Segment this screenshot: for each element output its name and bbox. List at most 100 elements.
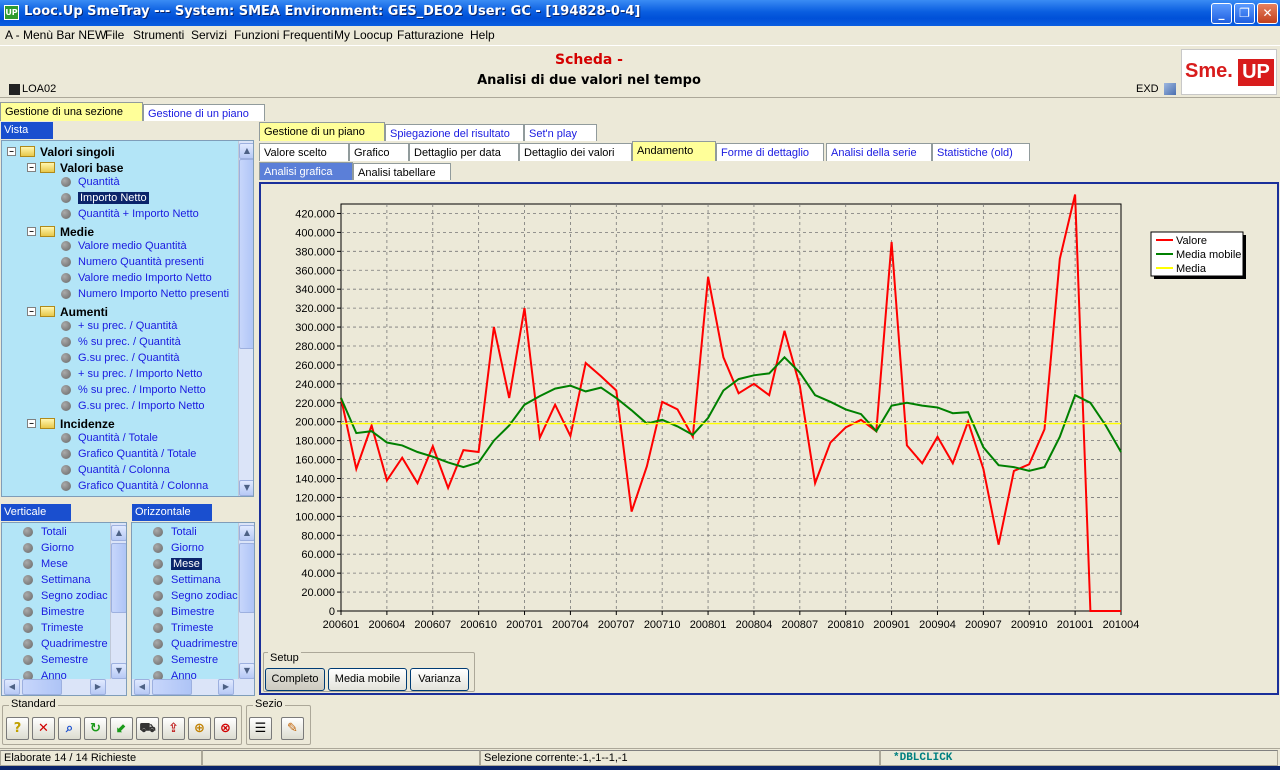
orizzontale-vscrollbar[interactable]: ▲ ▼: [238, 523, 254, 681]
verticale-vscrollbar[interactable]: ▲ ▼: [110, 523, 126, 681]
tab-valore-scelto[interactable]: Valore scelto: [259, 143, 349, 161]
search-icon[interactable]: ⌕: [58, 717, 81, 740]
list-item[interactable]: Totali: [153, 526, 197, 542]
tree-item[interactable]: Valore medio Importo Netto: [61, 272, 212, 288]
cart-icon[interactable]: ⛟: [136, 717, 159, 740]
collapse-icon[interactable]: −: [27, 163, 36, 173]
list-item[interactable]: Totali: [23, 526, 67, 542]
media-mobile-button[interactable]: Media mobile: [328, 668, 407, 691]
tab-statistiche-old[interactable]: Statistiche (old): [932, 143, 1030, 161]
exd-indicator[interactable]: EXD: [1136, 82, 1177, 95]
verticale-hscrollbar[interactable]: ◀ ▶: [2, 679, 126, 695]
list-icon[interactable]: ☰: [249, 717, 272, 740]
tree-item[interactable]: Grafico Quantità / Totale: [61, 448, 196, 464]
menu-item-servizi[interactable]: Servizi: [191, 28, 228, 42]
tab-forme-dettaglio[interactable]: Forme di dettaglio: [716, 143, 824, 161]
tab-gestione-piano-top[interactable]: Gestione di un piano: [143, 104, 265, 121]
list-item[interactable]: Giorno: [153, 542, 204, 558]
tree-item[interactable]: Quantità / Colonna: [61, 464, 170, 480]
list-item[interactable]: Segno zodiac: [153, 590, 238, 606]
orizzontale-hscrollbar[interactable]: ◀ ▶: [132, 679, 254, 695]
menu-item-file[interactable]: File: [105, 28, 125, 42]
tab-dettaglio-valori[interactable]: Dettaglio dei valori: [519, 143, 632, 161]
zoom-icon[interactable]: ⊕: [188, 717, 211, 740]
list-item[interactable]: Bimestre: [23, 606, 84, 622]
tree-item[interactable]: % su prec. / Importo Netto: [61, 384, 206, 400]
tree-item[interactable]: + su prec. / Quantità: [61, 320, 177, 336]
scroll-right-icon[interactable]: ▶: [90, 679, 106, 695]
tab-dettaglio-per-data[interactable]: Dettaglio per data: [409, 143, 519, 161]
tree-item[interactable]: G.su prec. / Importo Netto: [61, 400, 205, 416]
list-item[interactable]: Trimeste: [23, 622, 83, 638]
collapse-icon[interactable]: −: [7, 147, 16, 157]
scroll-thumb[interactable]: [111, 543, 126, 613]
export-icon[interactable]: ⬋: [110, 717, 133, 740]
tree-item[interactable]: G.su prec. / Quantità: [61, 352, 180, 368]
varianza-button[interactable]: Varianza: [410, 668, 469, 691]
tree-item[interactable]: − Medie: [27, 224, 94, 240]
minimize-button[interactable]: _: [1211, 3, 1232, 24]
list-item[interactable]: Semestre: [23, 654, 88, 670]
menu-item-funzioni-frequenti[interactable]: Funzioni Frequenti: [234, 28, 334, 42]
tab-analisi-serie[interactable]: Analisi della serie: [826, 143, 932, 161]
menu-item-help[interactable]: Help: [470, 28, 495, 42]
tree-item[interactable]: − Valori singoli: [7, 144, 115, 160]
scroll-right-icon[interactable]: ▶: [218, 679, 234, 695]
scroll-up-icon[interactable]: ▲: [239, 143, 253, 159]
tab-andamento[interactable]: Andamento: [632, 141, 716, 161]
menu-item-fatturazione[interactable]: Fatturazione: [397, 28, 464, 42]
scroll-left-icon[interactable]: ◀: [4, 679, 20, 695]
close-x-icon[interactable]: ✕: [32, 717, 55, 740]
tab-set-n-play[interactable]: Set'n play: [524, 124, 597, 141]
list-item[interactable]: Quadrimestre: [153, 638, 238, 654]
tree-item[interactable]: Numero Quantità presenti: [61, 256, 204, 272]
help-icon[interactable]: ?: [6, 717, 29, 740]
tree-item[interactable]: + su prec. / Importo Netto: [61, 368, 202, 384]
list-item[interactable]: Quadrimestre: [23, 638, 108, 654]
menu-item-my-loocup[interactable]: My Loocup: [334, 28, 393, 42]
import-icon[interactable]: ⇪: [162, 717, 185, 740]
list-item[interactable]: Bimestre: [153, 606, 214, 622]
list-item[interactable]: Settimana: [23, 574, 91, 590]
scroll-thumb[interactable]: [239, 159, 253, 349]
stop-icon[interactable]: ⊗: [214, 717, 237, 740]
restore-button[interactable]: ❐: [1234, 3, 1255, 24]
list-item[interactable]: Segno zodiac: [23, 590, 108, 606]
edit-icon[interactable]: ✎: [281, 717, 304, 740]
list-item[interactable]: Settimana: [153, 574, 221, 590]
scroll-down-icon[interactable]: ▼: [239, 663, 254, 679]
tree-item[interactable]: Grafico Quantità / Colonna: [61, 480, 208, 496]
menu-item-menu-bar-new[interactable]: A - Menù Bar NEW: [5, 28, 107, 42]
tab-spiegazione-risultato[interactable]: Spiegazione del risultato: [385, 124, 524, 141]
scroll-thumb[interactable]: [239, 543, 254, 613]
tree-item[interactable]: Numero Importo Netto presenti: [61, 288, 229, 304]
vista-scrollbar[interactable]: ▲ ▼: [238, 141, 253, 496]
list-item[interactable]: Mese: [23, 558, 68, 574]
scroll-up-icon[interactable]: ▲: [239, 525, 254, 541]
tree-item[interactable]: Valore medio Quantità: [61, 240, 187, 256]
tab-analisi-grafica[interactable]: Analisi grafica: [259, 162, 353, 180]
tab-grafico[interactable]: Grafico: [349, 143, 409, 161]
tree-item[interactable]: Quantità: [61, 176, 120, 192]
list-item[interactable]: Mese: [153, 558, 202, 574]
scroll-up-icon[interactable]: ▲: [111, 525, 126, 541]
tab-analisi-tabellare[interactable]: Analisi tabellare: [353, 163, 451, 180]
scroll-down-icon[interactable]: ▼: [111, 663, 126, 679]
tree-item[interactable]: − Valori base: [27, 160, 123, 176]
list-item[interactable]: Semestre: [153, 654, 218, 670]
refresh-icon[interactable]: ↻: [84, 717, 107, 740]
tree-item[interactable]: Importo Netto: [61, 192, 149, 208]
tree-item[interactable]: − Aumenti: [27, 304, 108, 320]
tree-item[interactable]: Quantità + Importo Netto: [61, 208, 199, 224]
scroll-down-icon[interactable]: ▼: [239, 480, 253, 496]
scroll-left-icon[interactable]: ◀: [134, 679, 150, 695]
list-item[interactable]: Trimeste: [153, 622, 213, 638]
collapse-icon[interactable]: −: [27, 227, 36, 237]
scroll-thumb[interactable]: [152, 679, 192, 695]
menu-item-strumenti[interactable]: Strumenti: [133, 28, 185, 42]
list-item[interactable]: Giorno: [23, 542, 74, 558]
tree-item[interactable]: Quantità / Totale: [61, 432, 158, 448]
tree-item[interactable]: % su prec. / Quantità: [61, 336, 181, 352]
tab-gestione-sezione[interactable]: Gestione di una sezione: [0, 102, 143, 121]
close-window-button[interactable]: ✕: [1257, 3, 1278, 24]
